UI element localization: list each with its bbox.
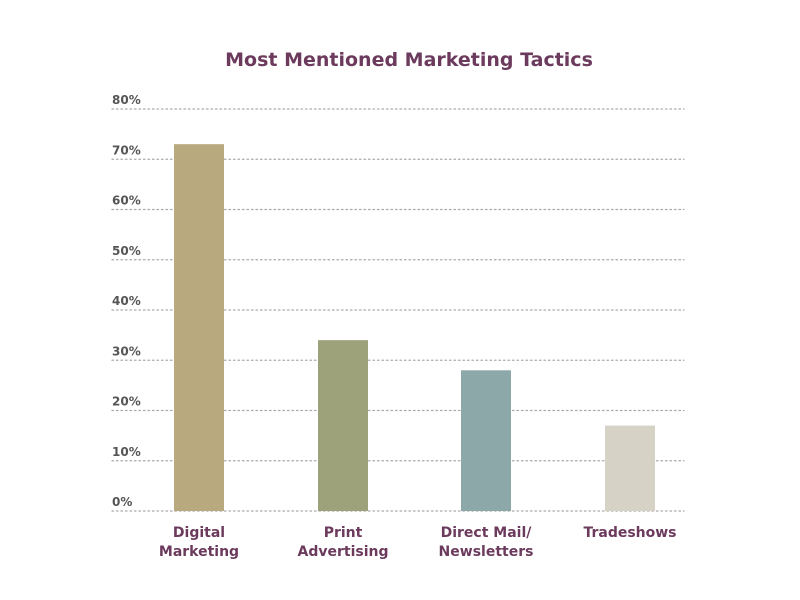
bar	[605, 425, 655, 511]
y-tick-label: 70%	[112, 143, 141, 157]
bars	[174, 144, 655, 512]
y-tick-label: 20%	[112, 395, 141, 409]
bar	[174, 144, 224, 512]
y-axis-tick-labels: 0% 10% 20% 30% 40% 50% 60% 70% 80%	[112, 93, 141, 509]
y-tick-label: 0%	[112, 495, 132, 509]
x-axis-category-labels: Digital Marketing Print Advertising Direct M…	[159, 525, 677, 560]
y-tick-label: 80%	[112, 93, 141, 107]
y-tick-label: 50%	[112, 244, 141, 258]
category-label: Print Advertising	[298, 525, 389, 560]
bar	[318, 340, 368, 511]
y-tick-label: 60%	[112, 194, 141, 208]
category-label: Direct Mail/Newsletters	[439, 525, 534, 560]
y-tick-label: 10%	[112, 445, 141, 459]
bar	[461, 370, 511, 511]
y-tick-label: 30%	[112, 344, 141, 358]
y-tick-label: 40%	[112, 294, 141, 308]
category-label: Digital Marketing	[159, 525, 239, 560]
category-label: Tradeshows	[583, 525, 676, 541]
chart-title: Most Mentioned Marketing Tactics	[225, 49, 593, 71]
